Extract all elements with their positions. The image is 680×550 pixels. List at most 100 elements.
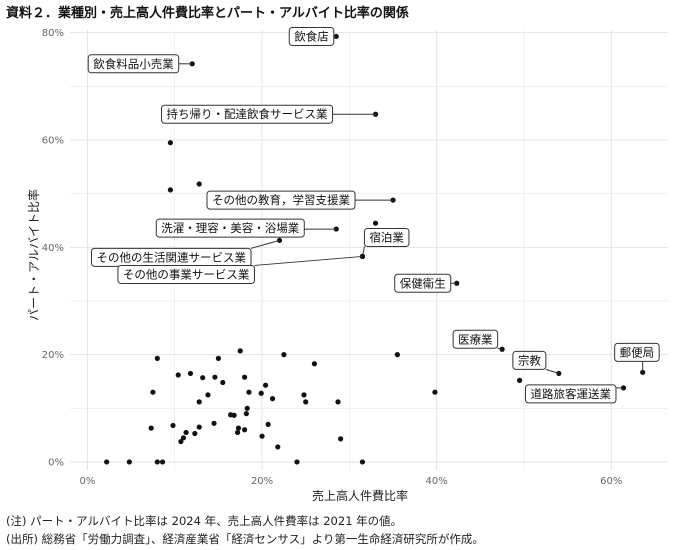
y-tick-label: 60% [42,136,64,147]
point-label-box [155,218,305,238]
point-label-text: その他の事業サービス業 [123,267,250,281]
data-point [205,392,211,398]
y-axis-title: パート・アルバイト比率 [26,189,41,321]
x-tick-label: 20% [251,476,273,487]
chart-title: 資料２．業種別・売上高人件費比率とパート・アルバイト比率の関係 [6,6,409,21]
y-tick-label: 20% [42,350,64,361]
x-axis-ticks: 0% 20% 40% 60% [80,476,623,487]
scatter-chart: 0% 20% 40% 60% 0% 20% 40% 60% 80% 飲食店飲食料品小売業持ち帰… [26,26,668,503]
data-point [196,181,202,187]
note-line: (注) パート・アルバイト比率は 2024 年、売上高人件費率は 2021 年の… [6,514,403,528]
data-point [235,425,242,431]
labeled-point: その他の生活関連サービス業 [91,237,283,267]
data-point [148,425,154,431]
point-label-box [161,104,334,124]
labeled-data-point [556,370,562,377]
data-point [294,459,300,465]
data-point [212,374,218,380]
data-point [243,411,249,417]
data-point [150,389,156,395]
data-point [215,355,222,361]
labeled-point: 保健衛生 [394,273,460,293]
labeled-point: 持ち帰り・配達飲食サービス業 [161,104,379,124]
data-point [187,370,194,377]
labeled-point: 宿泊業 [359,227,410,260]
point-label-text: 宿泊業 [369,230,404,244]
data-point [178,438,184,445]
label-leader-line [497,347,503,350]
data-point [237,348,243,354]
data-point [359,459,366,465]
data-point [196,399,202,405]
point-label-text: 洗濯・理容・美容・浴場業 [161,221,299,235]
data-point [175,372,181,378]
labeled-point: 医療業 [452,329,505,352]
y-axis-ticks: 0% 20% 40% 60% 80% [42,28,64,468]
data-point [301,392,307,398]
x-tick-label: 60% [600,476,622,487]
data-point [231,412,237,418]
data-point [244,405,250,411]
point-label-box [524,384,617,404]
data-point [303,399,309,405]
label-leader-line [545,368,560,374]
data-point [516,377,523,383]
data-point [265,421,271,427]
labeled-point: 飲食店 [288,26,339,46]
data-point [192,430,198,437]
point-label-text: 宗教 [518,353,541,367]
data-point [154,459,160,465]
data-point [159,459,166,465]
y-tick-label: 80% [42,28,64,39]
data-point [281,352,287,358]
point-label-text: その他の生活関連サービス業 [97,250,247,264]
point-label-text: 持ち帰り・配達飲食サービス業 [167,107,328,121]
labeled-data-point [620,385,627,391]
x-tick-label: 0% [80,476,96,487]
label-leader-line [254,255,363,266]
data-point [126,459,132,465]
x-tick-label: 40% [426,476,448,487]
data-point [338,436,344,442]
data-point [311,361,318,367]
data-point [167,187,173,193]
labeled-point: その他の教育，学習支援業 [206,190,396,210]
point-label-text: 保健衛生 [400,276,446,290]
x-axis-title: 売上高人件費比率 [312,488,408,503]
data-point [196,424,202,430]
data-point [167,140,173,146]
data-point [180,435,187,441]
labeled-point: 飲食料品小売業 [87,54,195,74]
data-point [200,375,206,381]
data-point [394,352,400,358]
data-point [104,459,110,465]
point-label-text: 郵便局 [620,345,655,359]
data-point [372,220,379,226]
labeled-point: 道路旅客運送業 [524,384,627,404]
data-point [432,389,438,395]
y-tick-label: 40% [42,243,64,254]
point-label-text: その他の教育，学習支援業 [212,193,350,207]
point-label-box [363,227,410,247]
labeled-point: 洗濯・理容・美容・浴場業 [155,218,339,238]
data-point [275,444,281,450]
point-label-text: 飲食店 [294,29,329,43]
data-point [262,382,269,388]
point-label-box [614,342,660,362]
data-point [183,429,189,436]
data-point [269,396,276,402]
point-label-box [452,329,499,349]
y-tick-label: 0% [48,457,64,468]
labeled-point: 郵便局 [614,342,660,375]
point-label-box [117,264,255,284]
point-labels: 飲食店飲食料品小売業持ち帰り・配達飲食サービス業その他の教育，学習支援業洗濯・理… [87,26,660,404]
data-point [170,422,176,429]
data-point [259,433,265,439]
footnotes: (注) パート・アルバイト比率は 2024 年、売上高人件費率は 2021 年の… [6,512,484,548]
data-point [154,355,160,361]
labeled-point: その他の事業サービス業 [117,253,366,284]
data-point [211,420,217,426]
data-point [241,427,248,433]
data-points [104,140,523,465]
data-point [220,379,226,386]
